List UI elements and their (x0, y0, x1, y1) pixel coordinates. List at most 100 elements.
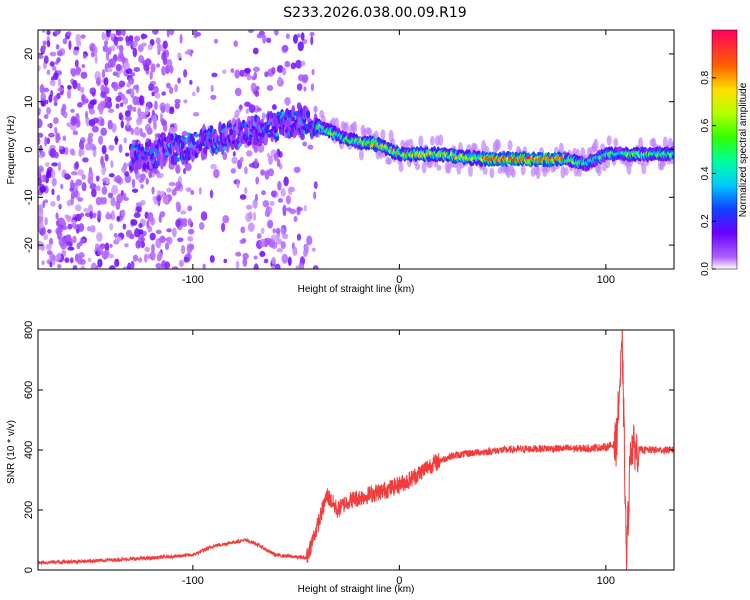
heatmap-cell (62, 37, 68, 45)
heatmap-cell (115, 103, 120, 109)
y-tick-label: 600 (23, 381, 35, 399)
heatmap-cell (131, 40, 138, 48)
heatmap-cell (270, 190, 277, 198)
heatmap-cell (296, 83, 303, 91)
heatmap-cell (78, 140, 85, 150)
heatmap-cell (64, 173, 70, 178)
heatmap-cell (154, 92, 161, 99)
heatmap-cell (174, 102, 180, 110)
heatmap-cell (415, 163, 421, 171)
heatmap-cell (232, 151, 236, 157)
heatmap-cell (156, 63, 161, 68)
heatmap-cell (311, 68, 315, 76)
heatmap-cell (185, 187, 192, 192)
heatmap-cell (178, 259, 184, 268)
heatmap-cell (613, 138, 619, 148)
heatmap-cell (272, 104, 277, 111)
heatmap-cell (137, 107, 142, 117)
heatmap-cell (606, 135, 612, 146)
heatmap-cell (48, 132, 55, 138)
heatmap-cell (88, 170, 94, 180)
heatmap-cell (67, 246, 75, 251)
heatmap-cell (51, 65, 57, 71)
heatmap-cell (100, 118, 105, 127)
heatmap-cell (149, 251, 156, 261)
heatmap-cell (275, 227, 281, 234)
x-tick-label: 100 (597, 575, 615, 587)
heatmap-cell (166, 30, 170, 38)
heatmap-cell (125, 89, 131, 95)
heatmap-cell (39, 83, 45, 94)
heatmap-cell (189, 79, 193, 85)
heatmap-cell (90, 51, 95, 58)
heatmap-cell (92, 148, 97, 158)
heatmap-cell (291, 104, 296, 118)
heatmap-cell (58, 145, 64, 150)
heatmap-cell (281, 253, 289, 264)
heatmap-cell (311, 247, 316, 252)
heatmap-cell (44, 199, 49, 204)
heatmap-cell (161, 65, 167, 76)
heatmap-cell (56, 135, 61, 141)
heatmap-cell (210, 163, 217, 170)
y-tick-label: 800 (23, 321, 35, 339)
heatmap-cell (43, 55, 49, 64)
heatmap-cell (64, 257, 70, 263)
heatmap-cell (142, 230, 147, 237)
heatmap-cell (181, 218, 188, 224)
heatmap-cell (100, 84, 105, 93)
colorbar-tick-label: 0.6 (700, 118, 711, 132)
heatmap-cell (101, 177, 109, 183)
heatmap-cell (53, 151, 59, 159)
colorbar-gradient (711, 29, 738, 270)
spectrogram-x-label: Height of straight line (km) (298, 284, 415, 295)
heatmap-cell (262, 33, 267, 44)
heatmap-cell (297, 41, 304, 52)
heatmap-cell (275, 132, 280, 137)
heatmap-cell (104, 153, 109, 162)
heatmap-cell (257, 132, 262, 137)
heatmap-cell (136, 205, 142, 213)
heatmap-cell (141, 42, 147, 47)
heatmap-cell (66, 31, 72, 37)
heatmap-cell (121, 57, 127, 63)
heatmap-cell (277, 76, 283, 85)
heatmap-cell (164, 151, 169, 156)
heatmap-cell (274, 263, 281, 269)
heatmap-cell (280, 241, 286, 250)
heatmap-cell (169, 86, 174, 95)
heatmap-cell (132, 254, 139, 262)
heatmap-cell (95, 175, 100, 182)
heatmap-cell (51, 169, 56, 179)
heatmap-cell (284, 60, 291, 68)
heatmap-cell (641, 162, 647, 175)
heatmap-cell (125, 35, 130, 43)
heatmap-cell (313, 105, 318, 113)
heatmap-cell (268, 111, 273, 120)
heatmap-cell (104, 242, 110, 252)
heatmap-cell (244, 166, 248, 175)
heatmap-cell (520, 165, 526, 176)
x-tick-label: -100 (182, 575, 204, 587)
heatmap-cell (116, 36, 124, 42)
heatmap-cell (151, 30, 159, 35)
heatmap-cell (174, 83, 179, 93)
heatmap-cell (118, 112, 123, 121)
heatmap-cell (132, 95, 139, 106)
heatmap-cell (169, 65, 174, 74)
heatmap-cell (49, 51, 57, 57)
heatmap-cell (74, 59, 79, 68)
heatmap-cell (169, 106, 175, 112)
heatmap-cell (49, 144, 56, 150)
heatmap-cell (38, 214, 44, 224)
heatmap-cell (80, 238, 86, 243)
heatmap-cell (303, 86, 307, 92)
heatmap-cell (82, 157, 89, 163)
heatmap-cell (271, 241, 278, 250)
heatmap-cell (253, 263, 259, 269)
heatmap-cell (132, 106, 137, 113)
heatmap-cell (150, 214, 154, 225)
heatmap-cell (77, 197, 84, 202)
heatmap-cell (254, 158, 258, 168)
heatmap-cell (125, 41, 130, 47)
